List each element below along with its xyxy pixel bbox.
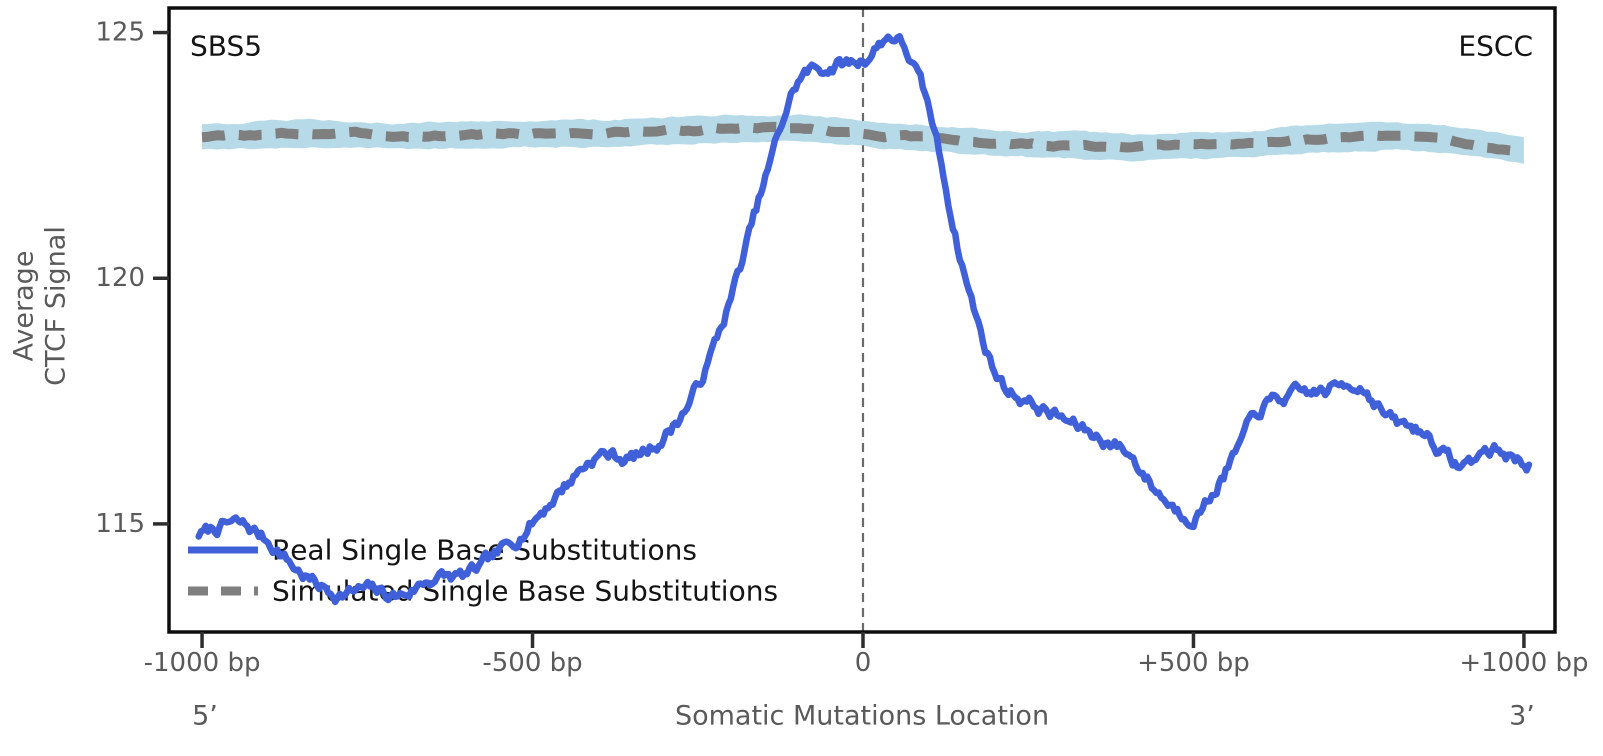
x-tick-label: 0 bbox=[855, 648, 872, 678]
simulated-confidence-band bbox=[202, 114, 1524, 164]
five-prime-label: 5’ bbox=[192, 701, 218, 732]
y-axis-label-line1: Average bbox=[9, 251, 40, 362]
signature-label: SBS5 bbox=[190, 30, 262, 63]
real-substitutions-line bbox=[195, 33, 1533, 606]
cancer-type-label: ESCC bbox=[1458, 30, 1533, 63]
y-tick-label: 115 bbox=[95, 509, 145, 539]
x-tick-label: +500 bp bbox=[1137, 648, 1250, 678]
y-tick-label: 125 bbox=[95, 18, 145, 48]
three-prime-label: 3’ bbox=[1509, 701, 1535, 732]
plot-under-layer bbox=[201, 8, 1525, 632]
x-tick-label: -1000 bp bbox=[144, 648, 261, 678]
y-axis-label-line2: CTCF Signal bbox=[41, 226, 72, 386]
y-tick-label: 120 bbox=[95, 263, 145, 293]
axes-frame-layer: -1000 bp -500 bp 0 +500 bp +1000 bp 115 120 125 bbox=[95, 6, 1589, 678]
x-tick-label: +1000 bp bbox=[1459, 648, 1588, 678]
x-axis-label: Somatic Mutations Location bbox=[675, 701, 1049, 732]
plot-data-layer bbox=[195, 33, 1533, 606]
x-tick-label: -500 bp bbox=[482, 648, 582, 678]
legend: Real Single Base Substitutions Simulated… bbox=[188, 534, 778, 608]
